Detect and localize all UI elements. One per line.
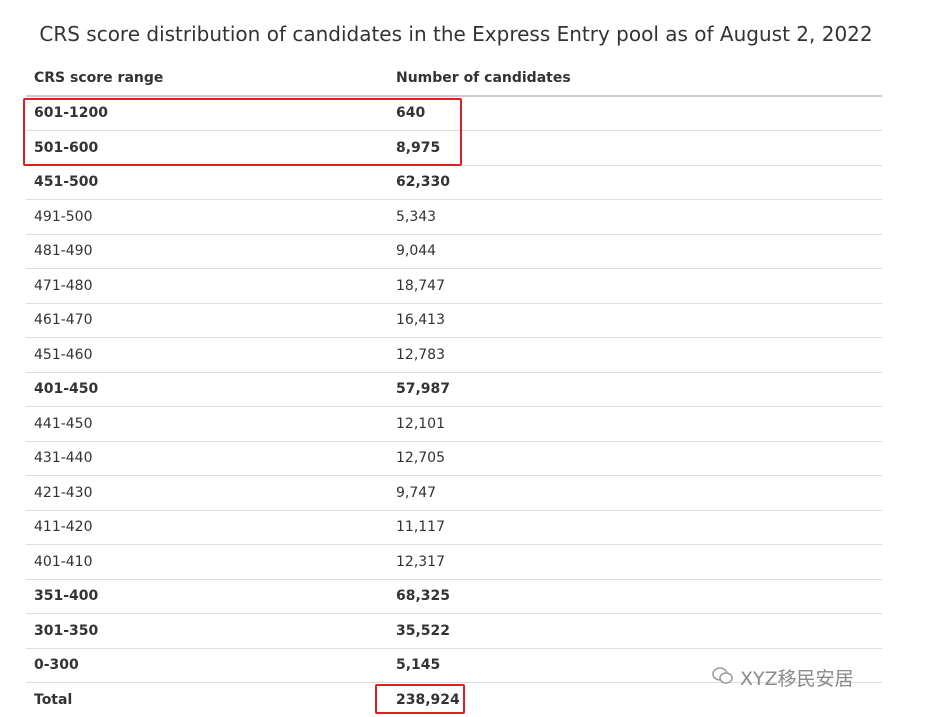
row-border [26, 647, 882, 649]
table-cell: 401-450 [34, 381, 99, 397]
highlight-box [23, 98, 462, 166]
table-cell: 12,101 [396, 415, 445, 432]
table-cell: 57,987 [396, 381, 451, 397]
table-cell: 9,747 [396, 484, 437, 501]
table-title: CRS score distribution of candidates in … [39, 22, 873, 46]
table-cell: 62,330 [396, 174, 451, 190]
table-cell: 401-410 [34, 553, 93, 570]
row-border [26, 440, 882, 442]
row-border [26, 268, 882, 269]
table-cell: 640 [396, 105, 426, 121]
header-border [26, 95, 882, 97]
table-cell: 8,975 [396, 139, 441, 156]
row-border [26, 475, 882, 476]
table-cell: 12,317 [396, 553, 445, 570]
table-cell: Total [34, 691, 73, 708]
row-border [26, 130, 882, 131]
table-cell: 471-480 [34, 277, 93, 294]
row-border [26, 613, 882, 614]
table-cell: 238,924 [396, 691, 460, 708]
table-cell: 12,783 [396, 346, 445, 363]
table-cell: 11,117 [396, 519, 445, 535]
row-border [26, 682, 882, 683]
table-cell: 12,705 [396, 450, 445, 466]
table-cell: 481-490 [34, 243, 93, 259]
watermark: XYZ移民安居 [740, 668, 854, 690]
table-cell: 411-420 [34, 519, 93, 535]
table-cell: 5,343 [396, 208, 437, 225]
table-cell: 301-350 [34, 622, 99, 639]
table-cell: 451-460 [34, 346, 93, 363]
table-cell: 18,747 [396, 277, 445, 294]
watermark-icon [712, 667, 733, 684]
column-header: CRS score range [34, 70, 164, 86]
table-cell: 9,044 [396, 243, 437, 259]
table-cell: 431-440 [34, 450, 93, 466]
row-border [26, 544, 882, 545]
row-border [26, 337, 882, 338]
table-cell: 451-500 [34, 174, 99, 190]
table-cell: 5,145 [396, 657, 441, 673]
table-cell: 461-470 [34, 312, 93, 328]
table-cell: 491-500 [34, 208, 93, 225]
table-cell: 601-1200 [34, 105, 108, 121]
table-cell: 501-600 [34, 139, 99, 156]
table-cell: 35,522 [396, 622, 451, 639]
row-border [26, 371, 882, 373]
table-cell: 0-300 [34, 657, 79, 673]
row-border [26, 302, 882, 304]
table-cell: 441-450 [34, 415, 93, 432]
table-cell: 68,325 [396, 588, 451, 604]
column-header: Number of candidates [396, 70, 571, 86]
row-border [26, 578, 882, 580]
highlight-box [375, 684, 465, 714]
row-border [26, 199, 882, 200]
row-border [26, 509, 882, 511]
row-border [26, 233, 882, 235]
table-cell: 421-430 [34, 484, 93, 501]
table-cell: 351-400 [34, 588, 99, 604]
table-cell: 16,413 [396, 312, 445, 328]
row-border [26, 406, 882, 407]
